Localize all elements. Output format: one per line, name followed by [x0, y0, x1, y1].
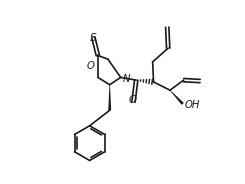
Text: O: O — [129, 95, 136, 105]
Polygon shape — [108, 85, 111, 110]
Text: OH: OH — [185, 100, 200, 110]
Text: N: N — [123, 74, 131, 84]
Text: O: O — [87, 61, 95, 71]
Polygon shape — [170, 90, 184, 105]
Text: S: S — [90, 33, 97, 43]
